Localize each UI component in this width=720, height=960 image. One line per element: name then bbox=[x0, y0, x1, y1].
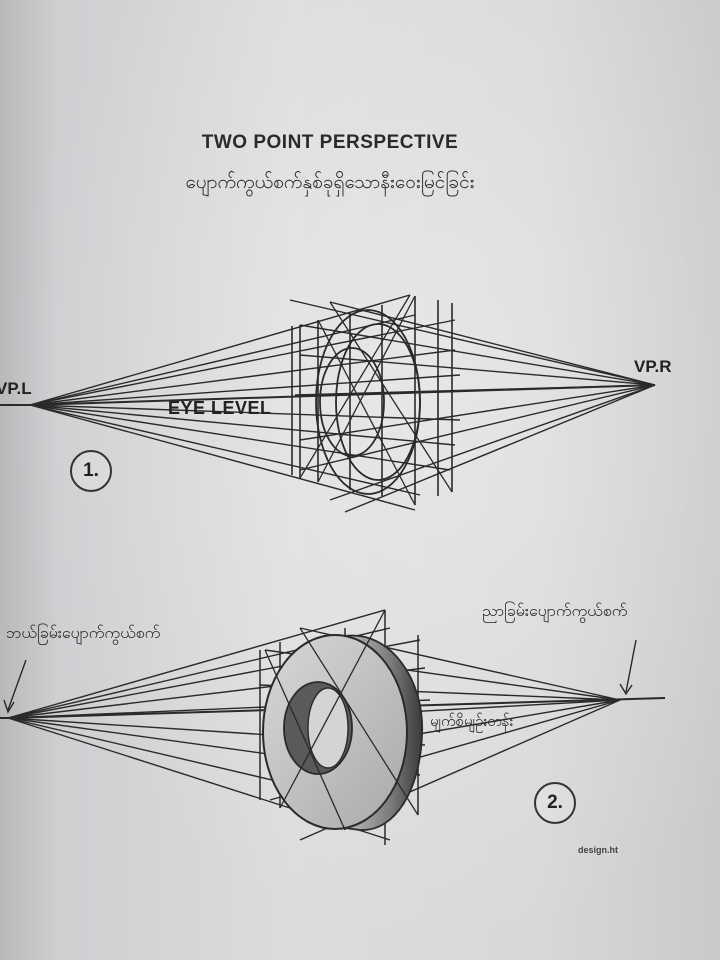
credit-text: design.ht bbox=[578, 845, 618, 855]
page-title: TWO POINT PERSPECTIVE bbox=[201, 132, 459, 153]
eye-level-label: EYE LEVEL bbox=[168, 398, 272, 418]
diagram-2-shaded bbox=[0, 609, 666, 845]
convergence-lines-1 bbox=[29, 294, 656, 513]
left-vp-pointer bbox=[7, 659, 27, 711]
diagonals-1 bbox=[299, 294, 453, 506]
page-subtitle: ပျောက်ကွယ်စက်နှစ်ခုရှိသောနီးဝေးမြင်ခြင်း bbox=[185, 172, 475, 193]
right-vanishing-point-label: ညာခြမ်းပျောက်ကွယ်စက် bbox=[482, 603, 628, 620]
cylinder-outline-1 bbox=[315, 309, 421, 495]
box-verticals-1 bbox=[291, 296, 453, 505]
diagram-1-number: 1. bbox=[70, 450, 112, 492]
left-vanishing-point-label: ဘယ်ခြမ်းပျောက်ကွယ်စက် bbox=[6, 625, 161, 642]
vp-left-label: VP.L bbox=[0, 379, 32, 398]
diagram-1-wireframe bbox=[0, 294, 656, 513]
left-vp-arrowhead bbox=[3, 699, 15, 714]
eye-line-label: မျက်စိမျဉ်းတန်း bbox=[430, 713, 514, 730]
horizon-line-1 bbox=[29, 384, 656, 406]
vp-right-label: VP.R bbox=[634, 357, 672, 376]
diagonals-2 bbox=[264, 609, 419, 831]
disc-hole-inner bbox=[307, 687, 349, 769]
diagram-2-number: 2. bbox=[534, 782, 576, 824]
right-vp-pointer bbox=[625, 639, 637, 693]
right-vp-arrowhead bbox=[619, 683, 633, 696]
